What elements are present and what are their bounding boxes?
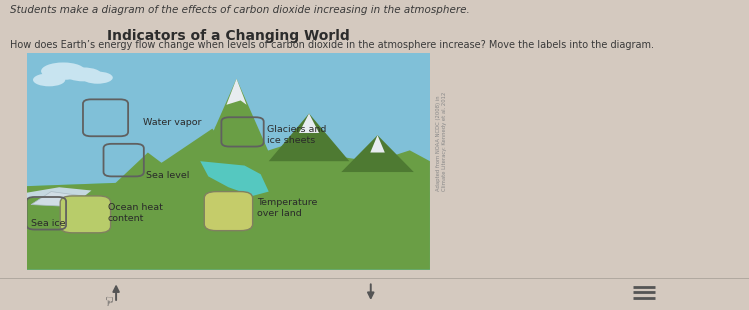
Text: Indicators of a Changing World: Indicators of a Changing World <box>107 29 350 43</box>
Ellipse shape <box>41 62 85 80</box>
Text: Water vapor: Water vapor <box>143 117 201 127</box>
Polygon shape <box>27 187 91 198</box>
Text: Sea level: Sea level <box>146 171 189 180</box>
Polygon shape <box>200 79 273 161</box>
FancyBboxPatch shape <box>204 192 252 231</box>
Polygon shape <box>269 113 349 161</box>
Text: ☜: ☜ <box>104 294 118 305</box>
Text: Adapted from NOAA NCDC (2008) in
Climate Literacy: Kennedy et al. 2012: Adapted from NOAA NCDC (2008) in Climate… <box>436 92 446 191</box>
Text: Sea ice: Sea ice <box>31 219 65 228</box>
Text: How does Earth’s energy flow change when levels of carbon dioxide in the atmosph: How does Earth’s energy flow change when… <box>10 40 654 50</box>
Ellipse shape <box>82 72 113 84</box>
Polygon shape <box>31 192 83 207</box>
Polygon shape <box>226 79 246 105</box>
Polygon shape <box>299 113 319 133</box>
Polygon shape <box>200 161 269 196</box>
Text: Ocean heat
content: Ocean heat content <box>108 203 163 223</box>
FancyBboxPatch shape <box>60 196 111 233</box>
Polygon shape <box>27 183 430 270</box>
Ellipse shape <box>65 68 102 81</box>
Text: Glaciers and
ice sheets: Glaciers and ice sheets <box>267 125 326 145</box>
Polygon shape <box>370 135 385 153</box>
Text: Temperature
over land: Temperature over land <box>257 198 317 218</box>
Polygon shape <box>115 153 188 183</box>
Ellipse shape <box>33 73 65 86</box>
Polygon shape <box>27 113 430 270</box>
Polygon shape <box>342 135 413 172</box>
Text: Students make a diagram of the effects of carbon dioxide increasing in the atmos: Students make a diagram of the effects o… <box>10 5 470 15</box>
